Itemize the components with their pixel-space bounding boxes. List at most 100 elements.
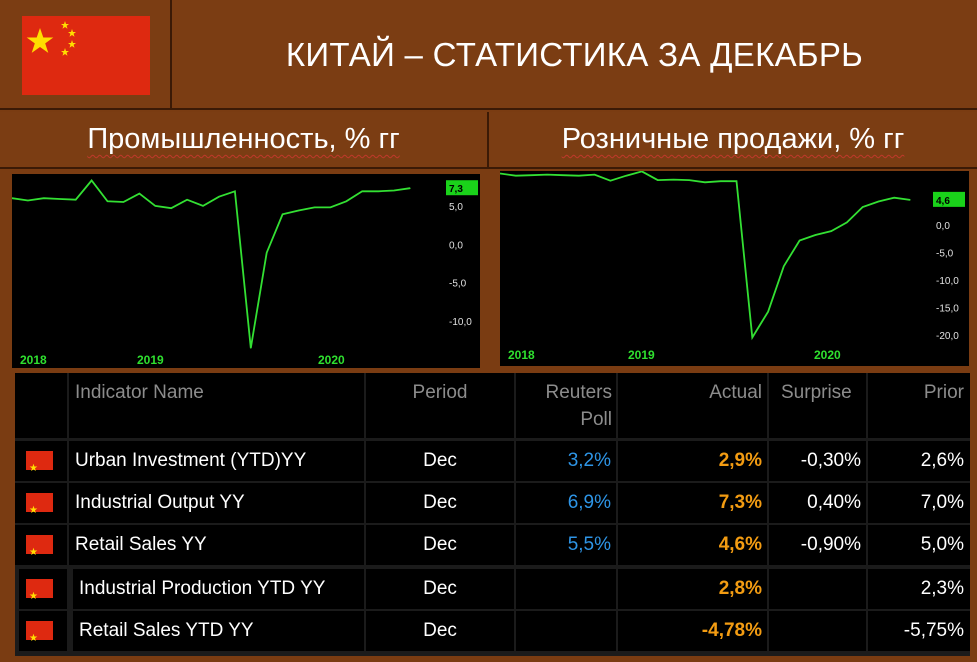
data-point [202,205,204,207]
header-reuters-poll: Reuters Poll [516,373,616,438]
indicator-name: Retail Sales YY [69,525,364,565]
data-point [530,174,533,176]
x-tick-label: 2019 [628,348,655,362]
y-tick-label: -20,0 [936,331,959,342]
data-point [625,175,627,177]
data-point [297,209,300,212]
data-point [266,252,268,254]
data-point [594,174,596,176]
data-point [345,200,347,202]
left-chart-title-text: Промышленность, % гг [87,123,400,155]
y-tick-label: -10,0 [936,276,959,287]
actual: 2,8% [618,569,767,609]
header-flag-cell [15,373,67,438]
surprise: 0,40% [769,483,866,523]
flag-cell [19,569,67,617]
data-point [138,192,140,195]
last-value-label: 7,3 [449,184,463,195]
surprise [769,569,866,609]
y-tick-label: 0,0 [936,221,950,232]
x-tick-label: 2020 [814,348,841,362]
actual: 2,9% [618,441,767,481]
data-point [578,175,580,177]
header-prior: Prior [868,373,970,438]
data-point [91,179,93,182]
right-chart-title: Розничные продажи, % гг [489,112,977,169]
data-point [672,178,675,181]
actual: 4,6% [618,525,767,565]
data-point [234,190,236,192]
data-point [609,180,611,182]
right-chart-title-text: Розничные продажи, % гг [561,123,905,155]
data-point [361,190,363,192]
indicators-table: Indicator Name Period Reuters Poll Actua… [15,373,970,659]
actual: 7,3% [618,483,767,523]
data-point [313,206,316,209]
x-tick-label: 2018 [508,348,535,362]
data-point [877,200,880,203]
header-indicator-name: Indicator Name [69,373,364,438]
period: Dec [366,611,514,651]
header: КИТАЙ – СТАТИСТИКА ЗА ДЕКАБРЬ [0,0,977,110]
data-point [783,265,785,267]
data-point [720,180,722,182]
header-surprise: Surprise [769,373,866,438]
data-point [59,198,61,200]
data-point [657,179,659,181]
data-point [830,230,832,232]
flag-cell [19,611,67,659]
china-flag-icon [26,619,53,659]
y-tick-label: 0,0 [449,240,463,251]
flag-box [0,0,172,110]
data-point [751,336,753,339]
indicator-name: Retail Sales YTD YY [73,611,364,651]
data-point [154,205,156,207]
y-tick-label: -5,0 [449,279,467,290]
data-point [814,234,816,236]
last-value-label: 4,6 [936,196,950,207]
period: Dec [366,441,514,481]
data-point [218,196,220,198]
period: Dec [366,525,514,565]
data-point [393,189,395,192]
header-period: Period [366,373,514,438]
reuters-poll: 3,2% [516,441,616,481]
page-title: КИТАЙ – СТАТИСТИКА ЗА ДЕКАБРЬ [285,36,864,73]
reuters-poll [516,611,616,651]
data-point [43,197,45,199]
china-flag-icon [26,449,53,489]
industry-chart: 5,0 0,0 -5,0 -10,0 2018 2019 2020 7,3 [12,174,480,368]
y-tick-label: -15,0 [936,303,959,314]
indicator-name: Industrial Production YTD YY [73,569,364,609]
surprise [769,611,866,651]
data-point [27,199,29,202]
prior: 7,0% [868,483,970,523]
retail-chart: 0,0 -5,0 -10,0 -15,0 -20,0 2018 2019 2020 4,6 [500,171,969,366]
industry-chart-svg: 5,0 0,0 -5,0 -10,0 2018 2019 2020 7,3 [12,179,478,367]
reuters-poll: 6,9% [516,483,616,523]
data-point [500,172,501,175]
data-point [377,190,379,192]
data-point [170,207,172,209]
data-point [562,174,564,176]
data-point [329,206,331,209]
y-tick-label: -5,0 [936,249,954,260]
actual: -4,78% [618,611,767,651]
data-point [909,199,911,201]
indicator-name: Industrial Output YY [69,483,364,523]
prior: -5,75% [868,611,970,651]
data-point [122,201,125,203]
y-tick-label: 5,0 [449,202,463,213]
header-reuters-poll-line2: Poll [580,409,612,430]
period: Dec [366,483,514,523]
reuters-poll: 5,5% [516,525,616,565]
left-chart-title: Промышленность, % гг [0,112,489,169]
prior: 2,6% [868,441,970,481]
china-flag-icon [26,491,53,531]
x-tick-label: 2018 [20,353,47,367]
surprise: -0,90% [769,525,866,565]
prior: 5,0% [868,525,970,565]
data-point [641,171,643,172]
china-flag-icon [26,533,53,573]
data-point [846,221,848,223]
